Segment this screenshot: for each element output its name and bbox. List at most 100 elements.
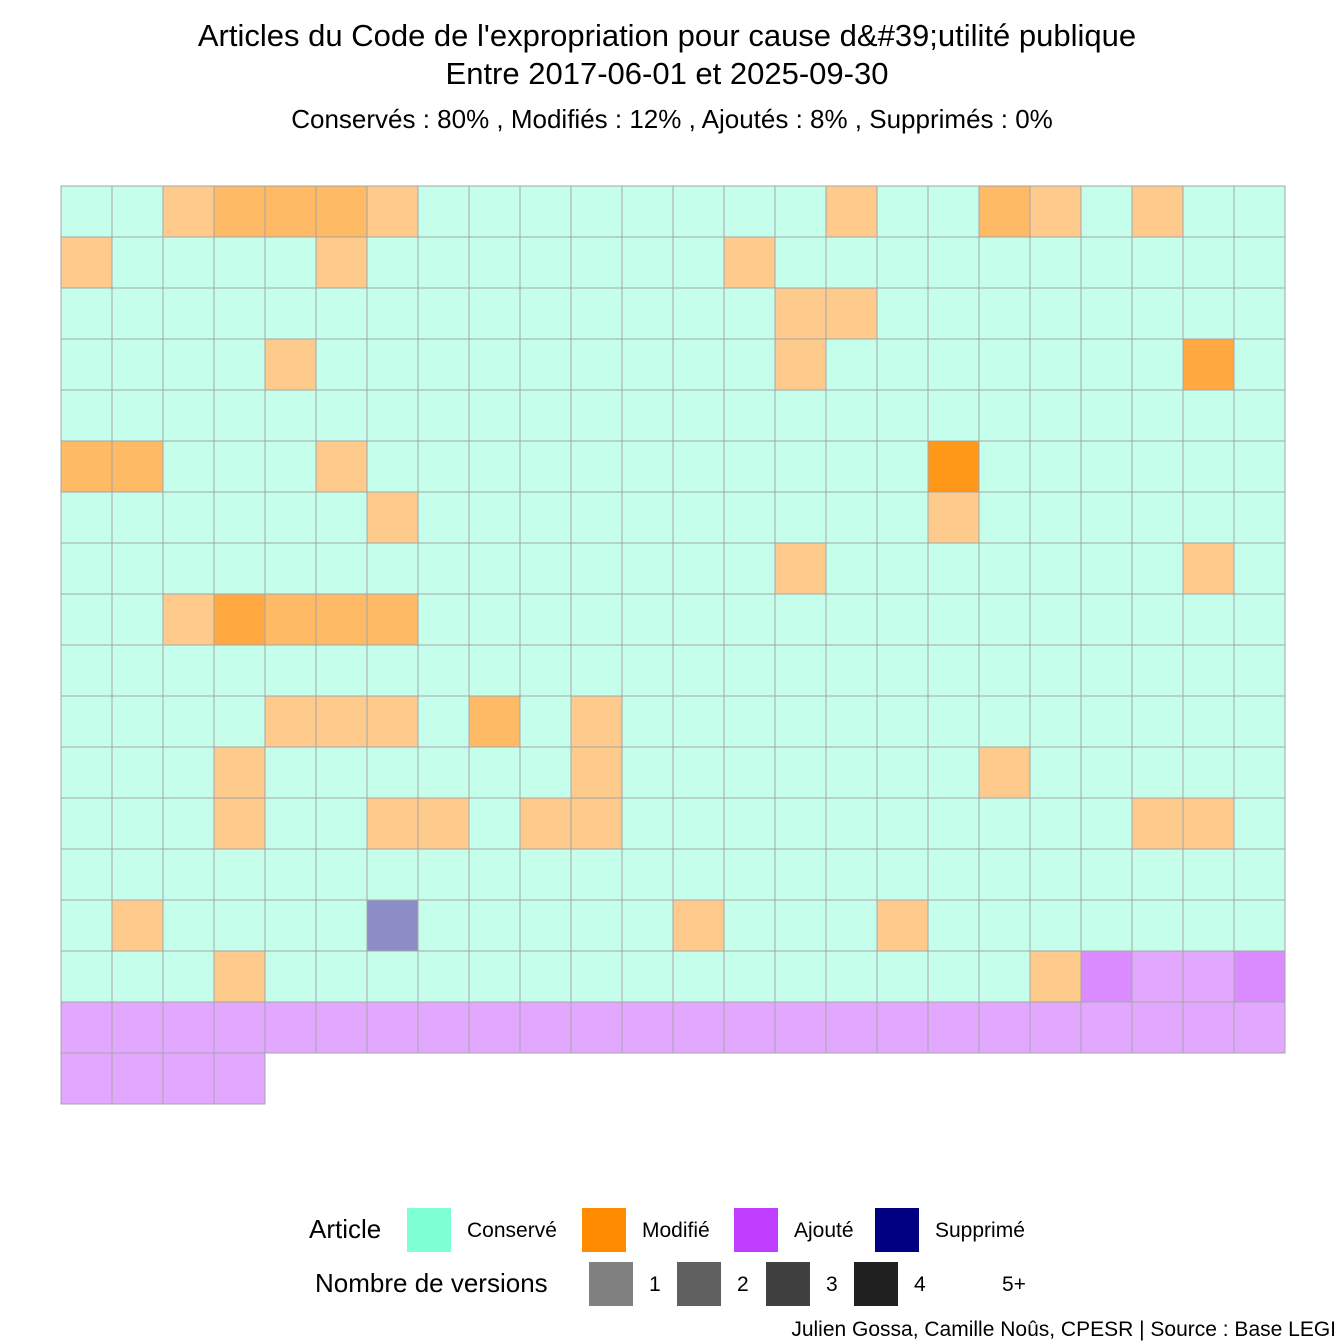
article-cell-modifie (366, 185, 419, 238)
article-cell-conserve (162, 338, 215, 391)
article-cell-conserve (162, 848, 215, 901)
article-cell-modifie (162, 185, 215, 238)
article-cell-modifie (60, 440, 113, 493)
article-cell-conserve (60, 797, 113, 850)
article-cell-conserve (111, 287, 164, 340)
article-cell-conserve (1029, 848, 1082, 901)
article-cell-conserve (111, 542, 164, 595)
article-cell-conserve (162, 746, 215, 799)
article-cell-modifie (366, 491, 419, 544)
article-cell-modifie (315, 695, 368, 748)
article-cell-conserve (621, 899, 674, 952)
article-cell-modifie (519, 797, 572, 850)
article-cell-modifie (366, 593, 419, 646)
legend-article-title: Article (309, 1214, 382, 1244)
article-cell-conserve (1182, 899, 1235, 952)
article-cell-conserve (621, 644, 674, 697)
article-cell-conserve (978, 899, 1031, 952)
article-cell-conserve (111, 644, 164, 697)
article-cell-conserve (519, 491, 572, 544)
chart-title-period: Entre 2017-06-01 et 2025-09-30 (445, 56, 889, 91)
article-cell-conserve (1029, 491, 1082, 544)
article-cell-modifie (927, 491, 980, 544)
article-cell-conserve (111, 593, 164, 646)
article-cell-conserve (1233, 644, 1286, 697)
article-cell-conserve (519, 695, 572, 748)
article-cell-conserve (468, 746, 521, 799)
article-cell-conserve (672, 644, 725, 697)
article-cell-conserve (519, 440, 572, 493)
article-cell-modifie (111, 440, 164, 493)
article-cell-conserve (876, 287, 929, 340)
article-cell-conserve (1080, 644, 1133, 697)
article-cell-ajoute (1233, 950, 1286, 1003)
article-cell-modifie (1182, 797, 1235, 850)
article-cell-ajoute (978, 1001, 1031, 1054)
article-cell-modifie (264, 695, 317, 748)
article-cell-conserve (213, 644, 266, 697)
article-cell-conserve (774, 644, 827, 697)
article-cell-ajoute (1131, 950, 1184, 1003)
article-cell-conserve (468, 848, 521, 901)
article-cell-conserve (876, 389, 929, 442)
article-cell-conserve (876, 440, 929, 493)
article-cell-conserve (774, 695, 827, 748)
article-cell-conserve (366, 389, 419, 442)
article-cell-conserve (1080, 440, 1133, 493)
article-cell-conserve (570, 338, 623, 391)
article-cell-conserve (1029, 338, 1082, 391)
article-cell-conserve (1029, 236, 1082, 289)
article-cell-conserve (1233, 491, 1286, 544)
article-cell-conserve (978, 695, 1031, 748)
article-cell-conserve (672, 491, 725, 544)
article-cell-conserve (111, 746, 164, 799)
article-cell-conserve (213, 848, 266, 901)
article-cell-conserve (1029, 797, 1082, 850)
article-cell-conserve (1080, 338, 1133, 391)
article-cell-conserve (1182, 695, 1235, 748)
article-cell-conserve (621, 593, 674, 646)
article-cell-conserve (468, 389, 521, 442)
article-cell-conserve (519, 899, 572, 952)
article-cell-conserve (417, 185, 470, 238)
article-cell-conserve (60, 491, 113, 544)
article-cell-conserve (672, 287, 725, 340)
article-cell-conserve (162, 899, 215, 952)
article-cell-conserve (111, 848, 164, 901)
article-cell-conserve (111, 389, 164, 442)
article-cell-modifie (315, 593, 368, 646)
article-cell-conserve (162, 644, 215, 697)
article-cell-conserve (315, 389, 368, 442)
article-cell-conserve (876, 746, 929, 799)
article-cell-modifie (927, 440, 980, 493)
article-cell-conserve (1182, 848, 1235, 901)
article-cell-conserve (621, 185, 674, 238)
article-cell-conserve (315, 950, 368, 1003)
article-cell-conserve (1131, 593, 1184, 646)
article-cell-conserve (672, 338, 725, 391)
article-cell-conserve (111, 236, 164, 289)
article-cell-modifie (978, 185, 1031, 238)
article-cell-conserve (213, 338, 266, 391)
article-cell-conserve (876, 185, 929, 238)
article-cell-modifie (162, 593, 215, 646)
article-cell-ajoute (1182, 950, 1235, 1003)
article-cell-conserve (1182, 440, 1235, 493)
article-cell-conserve (1131, 695, 1184, 748)
article-cell-conserve (876, 950, 929, 1003)
article-cell-modifie (1131, 797, 1184, 850)
article-cell-ajoute (570, 1001, 623, 1054)
article-cell-conserve (519, 746, 572, 799)
article-cell-conserve (519, 287, 572, 340)
legend-key-ajoute (734, 1208, 778, 1252)
article-cell-conserve (213, 899, 266, 952)
article-cell-modifie (1029, 950, 1082, 1003)
article-cell-modifie (825, 287, 878, 340)
article-cell-ajoute (366, 1001, 419, 1054)
article-cell-conserve (876, 338, 929, 391)
article-cell-modifie (417, 797, 470, 850)
heatmap-grid (60, 185, 1286, 1105)
article-cell-conserve (1233, 899, 1286, 952)
article-cell-ajoute (264, 1001, 317, 1054)
article-cell-conserve (417, 899, 470, 952)
